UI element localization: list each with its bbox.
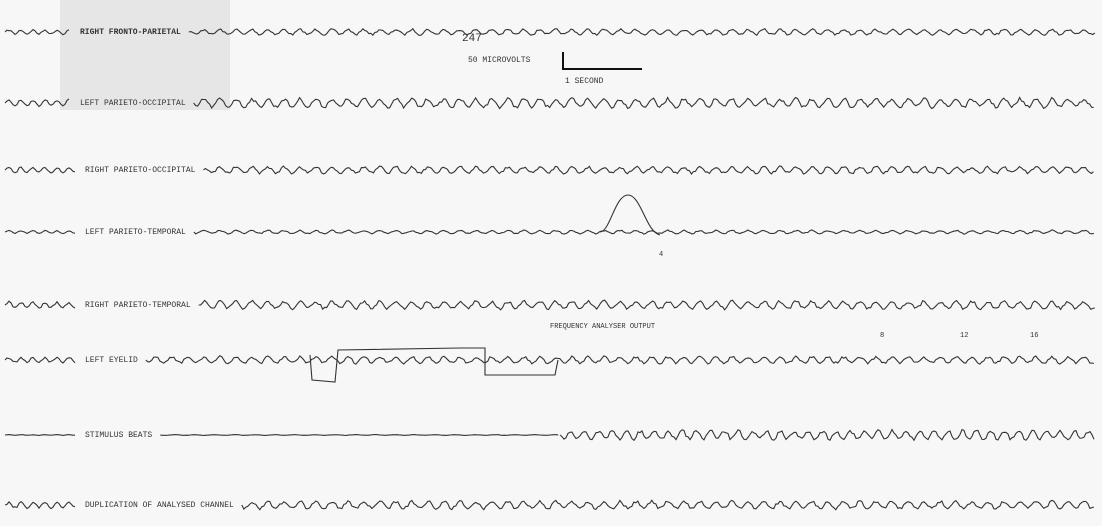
frequency-label: 12 <box>960 332 968 340</box>
eeg-trace <box>4 98 70 108</box>
eeg-trace <box>145 355 1094 365</box>
channel-label: LEFT PARIETO-TEMPORAL <box>85 228 186 237</box>
traces: RIGHT FRONTO-PARIETAL LEFT PARIETO-OCCIPI… <box>4 27 1096 511</box>
eeg-trace <box>559 428 1095 442</box>
frequency-label: 16 <box>1030 332 1038 340</box>
eeg-trace <box>193 96 1094 110</box>
eeg-trace <box>4 434 75 436</box>
eeg-trace <box>241 499 1095 511</box>
eeg-trace <box>4 28 70 36</box>
eeg-trace <box>4 166 76 174</box>
eeg-trace <box>4 229 76 235</box>
eeg-trace <box>203 165 1094 175</box>
eyelid-deflection <box>309 347 559 383</box>
channel-label: STIMULUS BEATS <box>85 431 152 440</box>
channel-label: LEFT PARIETO-OCCIPITAL <box>80 99 186 108</box>
paper-shade <box>60 0 230 110</box>
eeg-trace <box>193 229 1094 235</box>
eeg-trace <box>198 299 1095 311</box>
eeg-trace <box>160 434 559 436</box>
eeg-trace <box>4 500 76 510</box>
frequency-label: 8 <box>880 332 884 340</box>
eeg-trace <box>188 27 1096 37</box>
figure-number: 247 <box>462 33 482 45</box>
eeg-trace <box>4 356 76 364</box>
scale-bar <box>562 52 642 70</box>
scale-time: 1 SECOND <box>565 77 604 86</box>
channel-label: RIGHT PARIETO-TEMPORAL <box>85 301 191 310</box>
channel-label: RIGHT FRONTO-PARIETAL <box>80 28 181 37</box>
channel-label: LEFT EYELID <box>85 356 138 365</box>
eeg-trace <box>4 300 76 309</box>
channel-label: DUPLICATION OF ANALYSED CHANNEL <box>85 501 234 510</box>
analyser-peak <box>599 194 661 236</box>
channel-label: RIGHT PARIETO-OCCIPITAL <box>85 166 196 175</box>
marker-label: 4 <box>659 251 663 259</box>
scale-amplitude: 50 MICROVOLTS <box>468 56 531 65</box>
analyser-label: FREQUENCY ANALYSER OUTPUT <box>550 323 655 331</box>
